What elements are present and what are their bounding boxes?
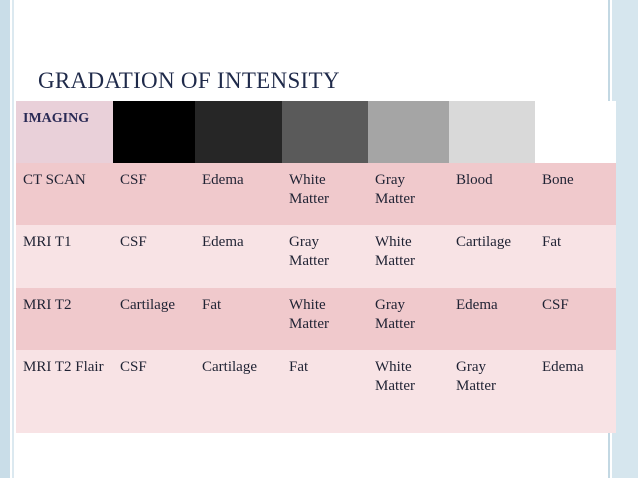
table-cell: Fat bbox=[195, 288, 282, 350]
table-cell: Fat bbox=[535, 225, 616, 288]
table-cell: Bone bbox=[535, 163, 616, 225]
table-cell: White Matter bbox=[282, 288, 368, 350]
table-cell: Edema bbox=[195, 163, 282, 225]
table-cell: Fat bbox=[282, 350, 368, 433]
header-cell: IMAGING bbox=[16, 101, 113, 163]
swatch bbox=[282, 101, 368, 163]
table-cell: White Matter bbox=[368, 350, 449, 433]
table-cell: Blood bbox=[449, 163, 535, 225]
table-cell: MRI T2 Flair bbox=[16, 350, 113, 433]
swatch bbox=[113, 101, 195, 163]
table-cell: Edema bbox=[195, 225, 282, 288]
table-cell: Edema bbox=[535, 350, 616, 433]
table-cell: Edema bbox=[449, 288, 535, 350]
table-cell: CSF bbox=[113, 163, 195, 225]
table-row: MRI T2 Flair CSF Cartilage Fat White Matter G… bbox=[16, 350, 616, 433]
table-cell: Gray Matter bbox=[282, 225, 368, 288]
table-row: MRI T2 Cartilage Fat White Matter Gray Matte… bbox=[16, 288, 616, 350]
table-cell: CSF bbox=[535, 288, 616, 350]
left-bar bbox=[12, 0, 14, 478]
swatch bbox=[195, 101, 282, 163]
table-cell: White Matter bbox=[368, 225, 449, 288]
table-cell: MRI T2 bbox=[16, 288, 113, 350]
table-cell: CSF bbox=[113, 225, 195, 288]
table-cell: CSF bbox=[113, 350, 195, 433]
right-bar bbox=[612, 0, 638, 478]
table-cell: MRI T1 bbox=[16, 225, 113, 288]
swatch bbox=[535, 101, 616, 163]
table-cell: Gray Matter bbox=[368, 163, 449, 225]
header-row: IMAGING bbox=[16, 101, 616, 163]
table-cell: Gray Matter bbox=[449, 350, 535, 433]
table-row: MRI T1 CSF Edema Gray Matter White Matter Car… bbox=[16, 225, 616, 288]
title: GRADATION OF INTENSITY bbox=[38, 68, 340, 93]
left-bar bbox=[0, 0, 10, 478]
table-cell: Cartilage bbox=[449, 225, 535, 288]
table-cell: White Matter bbox=[282, 163, 368, 225]
table-cell: Cartilage bbox=[113, 288, 195, 350]
swatch bbox=[368, 101, 449, 163]
swatch bbox=[449, 101, 535, 163]
table-cell: CT SCAN bbox=[16, 163, 113, 225]
table-row: CT SCAN CSF Edema White Matter Gray Matter Bl… bbox=[16, 163, 616, 225]
table-cell: Gray Matter bbox=[368, 288, 449, 350]
table-cell: Cartilage bbox=[195, 350, 282, 433]
table: IMAGING CT SCAN CSF Edema White Matter Gray … bbox=[16, 101, 616, 433]
